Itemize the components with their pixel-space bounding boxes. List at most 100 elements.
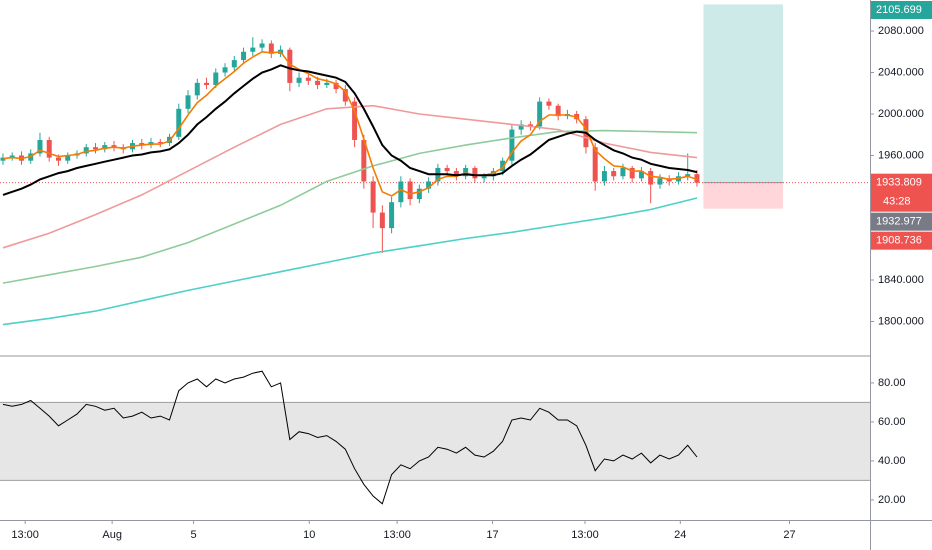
candle-body [55, 157, 61, 161]
candle-body [315, 80, 321, 85]
candle-body [389, 202, 395, 229]
candle-body [518, 124, 524, 130]
y-tick-label: 1840.000 [878, 274, 924, 286]
rsi-tick-label: 40.00 [878, 455, 906, 467]
moving-average [2, 129, 698, 284]
candle-body [463, 167, 469, 177]
price-label-box [871, 173, 932, 212]
x-tick-label: 17 [486, 529, 498, 541]
x-tick-label: 13:00 [571, 529, 599, 541]
candle-body [352, 101, 358, 140]
candle-body [361, 139, 367, 182]
price-label: 1933.809 [876, 177, 922, 189]
price-label: 2105.699 [876, 4, 922, 16]
candle-body [0, 157, 6, 161]
y-tick-label: 2040.000 [878, 66, 924, 78]
moving-average [2, 197, 698, 326]
candle-body [250, 47, 256, 52]
candle-body [213, 72, 219, 85]
position-stop-zone [703, 182, 784, 209]
y-tick-label: 1800.000 [878, 315, 924, 327]
candle-body [296, 77, 302, 83]
time-axis-bg [0, 521, 932, 550]
countdown-label: 43:28 [883, 196, 911, 208]
candle-body [685, 174, 691, 177]
rsi-band [0, 402, 870, 481]
y-tick-label: 2000.000 [878, 108, 924, 120]
candle-body [453, 171, 459, 177]
candle-body [185, 95, 191, 109]
candle-body [620, 167, 626, 177]
rsi-tick-label: 20.00 [878, 494, 906, 506]
candle-body [500, 160, 506, 172]
candle-body [509, 129, 515, 161]
x-tick-label: 10 [303, 529, 315, 541]
candle-body [333, 82, 339, 90]
price-label: 1932.977 [876, 216, 922, 228]
moving-average [2, 64, 698, 196]
candle-body [204, 82, 210, 85]
candle-body [379, 212, 385, 229]
x-tick-label: 13:00 [383, 529, 411, 541]
rsi-tick-label: 80.00 [878, 377, 906, 389]
candle-body [46, 139, 52, 158]
x-tick-label: 27 [783, 529, 795, 541]
y-tick-label: 1960.000 [878, 149, 924, 161]
candle-body [472, 167, 478, 179]
candle-body [157, 142, 163, 144]
candle-body [694, 174, 700, 183]
position-target-zone [703, 4, 784, 183]
candle-body [83, 147, 89, 154]
y-tick-label: 2080.000 [878, 25, 924, 37]
candle-body [648, 171, 654, 185]
candle-body [426, 181, 432, 189]
candle-body [592, 147, 598, 182]
candle-body [305, 77, 311, 81]
rsi-line [2, 370, 698, 505]
candle-body [611, 171, 617, 177]
candle-body [65, 155, 71, 161]
candle-body [231, 60, 237, 68]
moving-average [2, 50, 698, 197]
moving-average [2, 104, 698, 249]
candle-body [638, 171, 644, 179]
candle-body [111, 145, 117, 148]
candle-body [222, 67, 228, 73]
candle-body [342, 89, 348, 102]
candle-body [37, 139, 43, 154]
x-tick-label: 5 [191, 529, 197, 541]
candle-body [407, 181, 413, 200]
candle-body [259, 43, 265, 48]
candle-body [416, 188, 422, 200]
candle-body [9, 155, 15, 158]
candle-body [370, 181, 376, 213]
candle-body [629, 167, 635, 179]
candle-body [601, 171, 607, 182]
candle-body [194, 82, 200, 96]
candle-body [324, 82, 330, 85]
candle-body [241, 51, 247, 61]
price-label: 1908.736 [876, 235, 922, 247]
candle-body [444, 167, 450, 172]
candle-body [139, 143, 145, 146]
x-tick-label: 24 [674, 529, 686, 541]
candle-body [481, 176, 487, 179]
candle-body [537, 101, 543, 127]
price-label-box [871, 231, 932, 250]
candle-body [555, 105, 561, 117]
rsi-tick-label: 60.00 [878, 416, 906, 428]
price-label-box [871, 212, 932, 231]
price-label-box [871, 1, 932, 19]
candle-body [398, 181, 404, 203]
candle-body [287, 49, 293, 83]
candle-body [176, 108, 182, 137]
x-tick-label: 13:00 [11, 529, 39, 541]
candle-body [268, 43, 274, 54]
candle-body [527, 124, 533, 127]
price-axis-bg [871, 0, 932, 520]
candle-body [102, 145, 108, 150]
candle-body [657, 178, 663, 185]
x-tick-label: Aug [102, 529, 122, 541]
candle-body [92, 147, 98, 150]
